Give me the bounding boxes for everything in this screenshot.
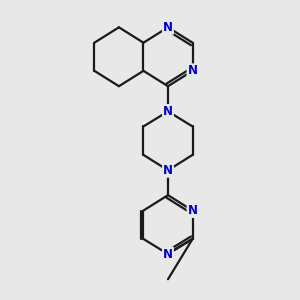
Text: N: N bbox=[163, 21, 173, 34]
Text: N: N bbox=[188, 204, 197, 217]
Text: N: N bbox=[163, 248, 173, 260]
Text: N: N bbox=[163, 164, 173, 177]
Text: N: N bbox=[188, 64, 197, 77]
Text: N: N bbox=[163, 105, 173, 118]
